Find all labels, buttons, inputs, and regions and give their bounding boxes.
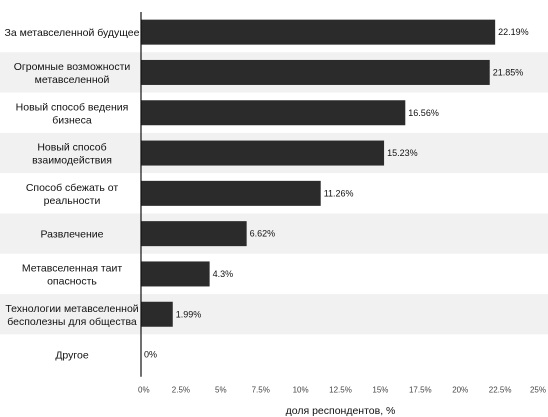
x-tick-label: 12.5% <box>329 386 352 395</box>
bar <box>141 19 496 45</box>
row-band <box>0 213 548 254</box>
x-tick-label: 17.5% <box>409 386 432 395</box>
category-label-line: Способ сбежать от <box>26 182 119 194</box>
x-tick-label: 2.5% <box>172 386 190 395</box>
category-label: Развлечение <box>41 229 104 241</box>
category-label-line: Метавселенная таит <box>22 262 122 274</box>
category-label-line: За метавселенной будущее <box>5 27 140 39</box>
bar <box>141 59 490 85</box>
x-tick-label: 25% <box>530 386 546 395</box>
bar <box>141 301 173 327</box>
category-label-line: взаимодействия <box>32 155 112 167</box>
category-label: Новый способ взаимодействия <box>32 142 112 167</box>
category-label-line: Развлечение <box>41 229 104 241</box>
category-label: Другое <box>55 350 89 362</box>
category-label-line: Новый способ <box>37 142 106 154</box>
category-label-line: Огромные возможности <box>14 61 131 73</box>
bar <box>141 221 247 247</box>
value-label: 1.99% <box>176 309 202 319</box>
category-labels: За метавселенной будущее Огромные возможн… <box>5 27 140 361</box>
category-label-line: бесполезны для общества <box>7 316 137 328</box>
category-label: Огромные возможности метавселенной <box>14 61 131 86</box>
value-label: 22.19% <box>498 27 529 37</box>
category-label-line: Новый способ ведения <box>16 101 129 113</box>
value-label: 11.26% <box>324 188 354 198</box>
category-label: Метавселенная таит опасность <box>22 262 122 287</box>
category-label-line: Технологии метавселенной <box>5 303 138 315</box>
x-axis-title: доля респондентов, % <box>286 405 396 417</box>
x-tick-label: 0% <box>138 386 150 395</box>
category-label: Технологии метавселенной бесполезны для о… <box>5 303 138 328</box>
value-labels: 22.19% 21.85% 16.56% 15.23% 11.26% 6.62% 4.3% 1… <box>144 27 529 359</box>
x-tick-label: 10% <box>293 386 309 395</box>
x-tick-label: 7.5% <box>252 386 270 395</box>
category-label-line: опасность <box>47 275 97 287</box>
value-label: 21.85% <box>493 67 524 77</box>
x-tick-label: 22.5% <box>489 386 512 395</box>
bar <box>141 100 406 126</box>
bar <box>141 261 210 287</box>
x-tick-label: 15% <box>372 386 388 395</box>
x-tick-labels: 0% 2.5% 5% 7.5% 10% 12.5% 15% 17.5% 20% 22.5% 25% <box>138 386 546 395</box>
bars-group <box>141 19 496 327</box>
bar <box>141 140 385 166</box>
value-label: 4.3% <box>213 269 234 279</box>
bar <box>141 180 321 206</box>
category-label: Способ сбежать от реальности <box>26 182 119 207</box>
row-band <box>0 294 548 335</box>
value-label: 0% <box>144 350 157 360</box>
value-label: 15.23% <box>387 148 418 158</box>
category-label-line: Другое <box>55 350 89 362</box>
category-label: Новый способ ведения бизнеса <box>16 101 129 126</box>
row-band <box>0 334 548 375</box>
category-label-line: метавселенной <box>35 74 110 86</box>
value-label: 16.56% <box>408 108 439 118</box>
value-label: 6.62% <box>250 229 276 239</box>
x-tick-label: 5% <box>215 386 227 395</box>
row-band <box>0 253 548 295</box>
category-label-line: бизнеса <box>52 114 92 126</box>
category-label-line: реальности <box>44 195 101 207</box>
category-label: За метавселенной будущее <box>5 27 140 39</box>
x-tick-label: 20% <box>452 386 468 395</box>
